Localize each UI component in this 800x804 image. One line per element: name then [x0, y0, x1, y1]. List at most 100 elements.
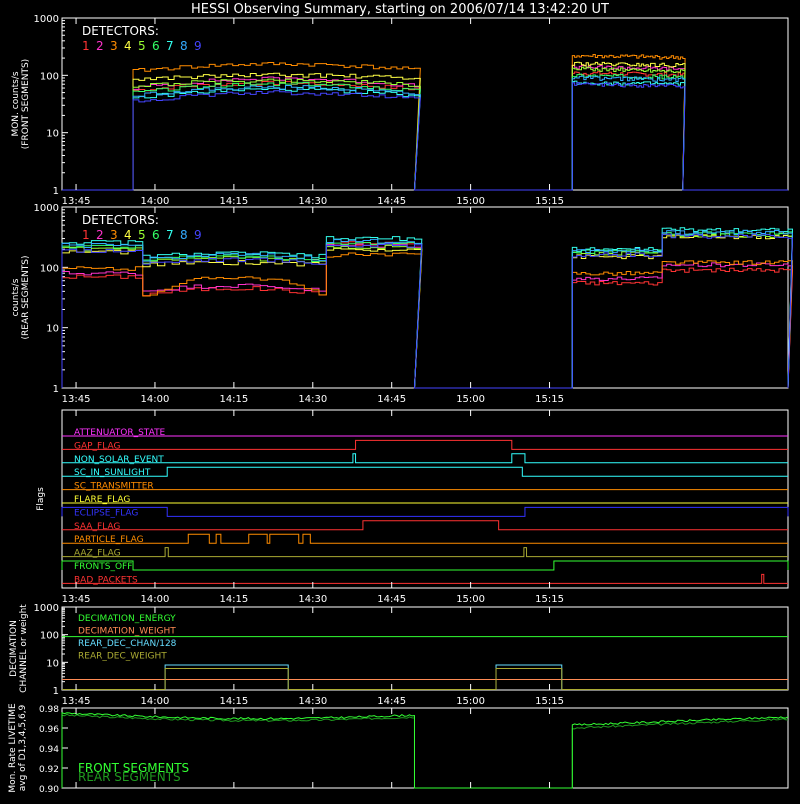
x-tick-label: 14:45 — [377, 594, 406, 605]
x-tick-label: 14:00 — [141, 196, 170, 207]
page-title: HESSI Observing Summary, starting on 200… — [191, 2, 609, 17]
detector-9-line — [61, 233, 794, 389]
y-axis-label-line: CHANNEL or weight — [19, 604, 29, 693]
flag-label: PARTICLE_FLAG — [74, 535, 144, 545]
y-axis-label-line: MON. counts/s — [11, 71, 21, 136]
x-tick-label: 14:45 — [377, 394, 406, 405]
y-axis-label-line: (REAR SEGMENTS) — [21, 255, 31, 339]
y-tick-label: 1 — [53, 186, 59, 197]
x-tick-label: 15:15 — [535, 696, 564, 707]
flag-trace — [62, 439, 788, 450]
detector-number-7: 7 — [166, 39, 174, 53]
y-tick-label: 10 — [46, 658, 59, 669]
front-livetime-line — [61, 712, 789, 789]
y-axis-label-decimation: DECIMATION CHANNEL or weight — [9, 604, 29, 693]
y-tick-label: 0.96 — [39, 725, 59, 735]
y-axis-label-line: counts/s — [11, 278, 21, 316]
detector-9-line — [62, 82, 788, 191]
flag-trace — [61, 506, 789, 517]
y-axis-label-line: Flags — [36, 487, 46, 511]
x-tick-label: 15:00 — [456, 196, 485, 207]
y-tick-label: 1000 — [34, 14, 59, 25]
decimation-legend-item: REAR_DEC_CHAN/128 — [78, 639, 177, 649]
y-axis-label-flags: Flags — [36, 487, 46, 511]
livetime-legend-item: REAR SEGMENTS — [78, 770, 181, 784]
flag-trace — [62, 453, 788, 464]
y-tick-label: 0.98 — [39, 705, 59, 715]
detector-number-9: 9 — [194, 228, 202, 242]
x-tick-label: 14:15 — [219, 394, 248, 405]
flag-trace — [62, 533, 788, 544]
x-tick-label: 15:00 — [456, 394, 485, 405]
x-tick-label: 13:45 — [62, 196, 91, 207]
y-tick-label: 1000 — [34, 603, 59, 614]
detector-number-4: 4 — [124, 39, 132, 53]
detector-number-6: 6 — [152, 228, 160, 242]
detector-number-9: 9 — [194, 39, 202, 53]
flag-label: NON_SOLAR_EVENT — [74, 455, 164, 465]
flag-label: FRONTS_OFF — [74, 562, 132, 572]
detector-number-3: 3 — [110, 228, 118, 242]
detector-number-6: 6 — [152, 39, 160, 53]
detector-number-2: 2 — [96, 228, 104, 242]
flag-label: ATTENUATOR_STATE — [74, 428, 166, 438]
flag-trace — [62, 547, 788, 558]
x-tick-label: 14:30 — [298, 196, 327, 207]
y-tick-label: 100 — [40, 71, 59, 82]
flag-label: SC_IN_SUNLIGHT — [74, 468, 151, 478]
y-axis-label-line: DECIMATION — [9, 620, 19, 677]
x-tick-label: 15:15 — [535, 594, 564, 605]
y-tick-label: 1000 — [34, 203, 59, 214]
x-tick-label: 15:15 — [535, 196, 564, 207]
detector-number-5: 5 — [138, 39, 146, 53]
x-tick-label: 13:45 — [62, 594, 91, 605]
flag-label: GAP_FLAG — [74, 441, 120, 451]
detector-legend-front: DETECTORS:1 2 3 4 5 6 7 8 9 — [82, 24, 202, 53]
flag-trace — [62, 466, 788, 477]
y-axis-label-line: avg of D1,3,4,5,6,9 — [18, 704, 28, 791]
detector-number-1: 1 — [82, 39, 90, 53]
x-tick-label: 14:00 — [141, 394, 170, 405]
detector-number-7: 7 — [166, 228, 174, 242]
x-tick-label: 15:00 — [456, 696, 485, 707]
flag-trace — [62, 573, 788, 584]
flag-trace — [61, 560, 789, 571]
decimation-legend-item: REAR_DEC_WEIGHT — [78, 652, 167, 662]
detector-legend-label: DETECTORS: — [82, 213, 159, 227]
y-axis-label-livetime: Mon. Rate LIVETIME avg of D1,3,4,5,6,9 — [8, 703, 28, 793]
decimation-legend-item: DECIMATION_ENERGY — [78, 614, 176, 624]
x-tick-label: 14:30 — [298, 394, 327, 405]
y-tick-label: 0.94 — [39, 745, 59, 755]
livetime-legend-item: FRONT SEGMENTS — [78, 761, 189, 775]
y-tick-label: 100 — [40, 263, 59, 274]
y-axis-label-line: (FRONT SEGMENTS) — [21, 59, 31, 149]
flag-label: SC_TRANSMITTER — [74, 482, 154, 492]
flag-label: ECLIPSE_FLAG — [74, 508, 138, 518]
rear-livetime-line — [61, 713, 789, 789]
y-tick-label: 1 — [53, 686, 59, 697]
decimation-legend-item: DECIMATION_WEIGHT — [78, 627, 176, 637]
y-tick-label: 0.90 — [39, 785, 59, 795]
x-tick-label: 14:15 — [219, 696, 248, 707]
x-tick-label: 15:15 — [535, 394, 564, 405]
x-tick-label: 13:45 — [62, 696, 91, 707]
y-tick-label: 100 — [40, 631, 59, 642]
panel-frame-flags — [61, 409, 789, 589]
detector-number-2: 2 — [96, 39, 104, 53]
detector-number-3: 3 — [110, 39, 118, 53]
x-tick-label: 14:45 — [377, 196, 406, 207]
x-tick-label: 14:15 — [219, 196, 248, 207]
x-tick-label: 13:45 — [62, 394, 91, 405]
y-axis-label-front: MON. counts/s (FRONT SEGMENTS) — [11, 59, 31, 149]
detector-number-1: 1 — [82, 228, 90, 242]
detector-number-8: 8 — [180, 39, 188, 53]
x-tick-label: 14:15 — [219, 594, 248, 605]
x-tick-label: 14:45 — [377, 696, 406, 707]
y-tick-label: 10 — [46, 129, 59, 140]
detector-number-4: 4 — [124, 228, 132, 242]
detector-number-5: 5 — [138, 228, 146, 242]
x-tick-label: 14:30 — [298, 594, 327, 605]
flag-label: BAD_PACKETS — [74, 575, 138, 585]
